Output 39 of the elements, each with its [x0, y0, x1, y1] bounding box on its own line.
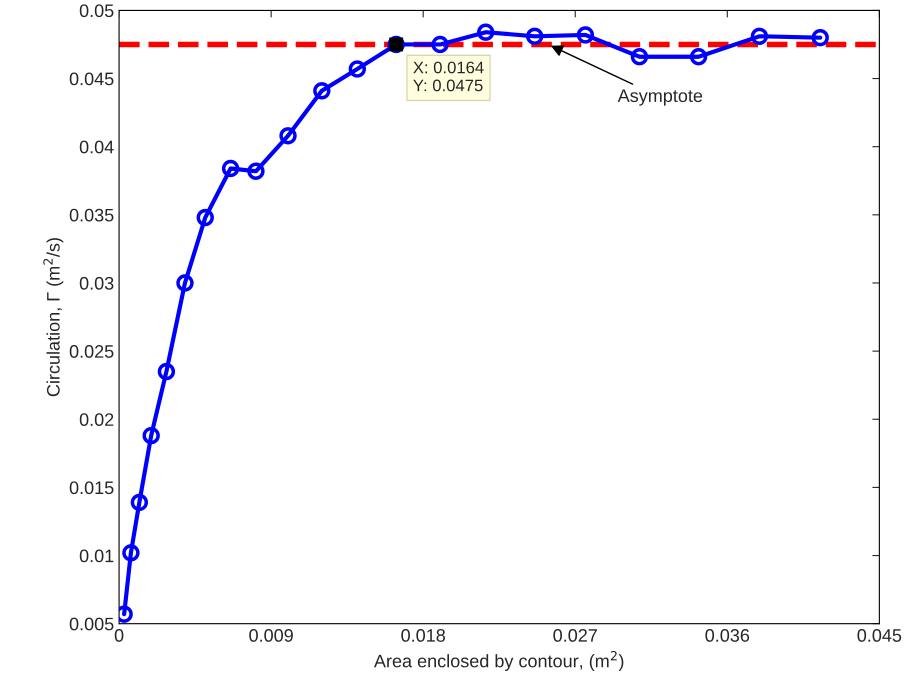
point — [477, 24, 494, 41]
point — [576, 26, 594, 44]
y-tick-label: 0.02 — [80, 413, 114, 426]
annotation: X: 0.0164 Y: 0.0475 — [413, 62, 484, 92]
y-tick-label: 0.015 — [70, 481, 114, 494]
point — [247, 162, 265, 180]
point — [313, 82, 330, 100]
point — [176, 274, 194, 292]
y-tick-label: 0.03 — [80, 276, 114, 290]
point — [812, 28, 829, 46]
y-tick-label: 0.05 — [80, 4, 114, 18]
x-tick-label: 0 — [114, 629, 124, 642]
point — [222, 160, 240, 178]
y-tick-label: 0.005 — [70, 618, 114, 630]
y-axis-title: Circulation, Γ (m$^{2}$/s) — [43, 238, 64, 396]
point — [130, 494, 148, 512]
y-tick-label: 0.045 — [70, 72, 114, 86]
point — [431, 36, 449, 54]
x-tick-label: 0.045 — [857, 629, 902, 642]
y-tick-label: 0.04 — [80, 140, 114, 154]
y-tick-label: 0.035 — [70, 208, 114, 222]
x-tick-label: 0.009 — [249, 629, 293, 642]
point — [142, 426, 160, 444]
x-tick-label: 0.018 — [401, 629, 445, 642]
point — [196, 208, 214, 226]
point — [122, 544, 140, 562]
point — [348, 60, 366, 78]
point — [690, 48, 708, 66]
point — [279, 127, 297, 144]
y-tick-label: 0.025 — [70, 345, 114, 358]
annotation: Asymptote — [618, 89, 702, 106]
point — [158, 362, 176, 380]
x-tick-label: 0.027 — [553, 629, 597, 642]
x-tick-label: 0.036 — [705, 629, 750, 642]
y-tick-label: 0.01 — [80, 549, 114, 562]
point — [526, 28, 544, 45]
point — [750, 28, 768, 45]
point — [630, 48, 648, 66]
x-axis-title: Area enclosed by contour, (m$^{2}$) — [374, 650, 624, 671]
